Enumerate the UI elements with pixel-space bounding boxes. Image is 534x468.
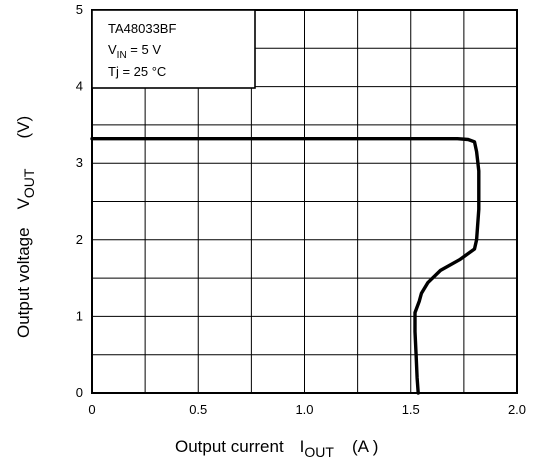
y-tick-label: 5 [76,2,83,17]
output-voltage-curve [90,137,481,395]
y-tick-label: 3 [76,155,83,170]
y-tick-label: 4 [76,79,83,94]
device-name: TA48033BF [108,21,176,36]
plot-frame [91,9,518,394]
tj-condition: Tj = 25 °C [108,64,166,79]
y-tick-label: 0 [76,385,83,400]
grid [92,10,517,393]
y-axis-label: Output voltageVOUT(V) [14,116,37,338]
x-tick-label: 0.5 [189,402,207,417]
x-tick-label: 1.5 [402,402,420,417]
y-tick-label: 2 [76,232,83,247]
vin-condition: VIN = 5 V [108,42,161,61]
tick-labels: 0 0.5 1.0 1.5 2.0 0 1 2 3 4 5 [76,2,526,417]
x-tick-label: 1.0 [295,402,313,417]
x-axis-label: Output current IOUT (A ) [175,437,378,460]
y-tick-label: 1 [76,308,83,323]
annotation-box [91,9,256,89]
x-tick-label: 2.0 [508,402,526,417]
x-tick-label: 0 [88,402,95,417]
